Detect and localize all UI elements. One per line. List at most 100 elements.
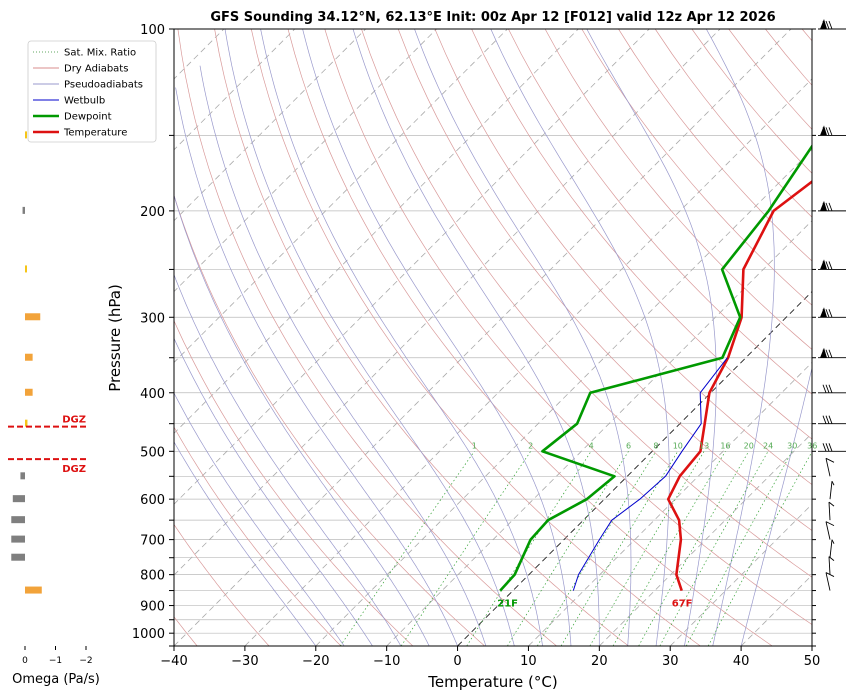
- wind-barb: [829, 539, 835, 558]
- dewpoint-line: [499, 143, 812, 592]
- mixing-ratio-label: 30: [787, 441, 797, 450]
- barb-staff: [829, 481, 833, 500]
- barb-pennant: [820, 200, 827, 211]
- omega-bar: [25, 131, 27, 139]
- barb-feather: [828, 261, 833, 270]
- mixing-ratio-line: [507, 451, 629, 646]
- omega-bar: [20, 472, 25, 480]
- barb-staff: [825, 572, 831, 591]
- barb-feather: [828, 202, 833, 212]
- barb-feather: [825, 443, 830, 452]
- y-tick-label: 900: [140, 600, 165, 615]
- isotherm: [669, 503, 812, 646]
- pseudoadiabat: [352, 29, 600, 646]
- omega-x-tick-label: −1: [49, 656, 62, 666]
- mixing-ratio-line: [400, 451, 531, 646]
- wind-barb: [818, 415, 846, 425]
- omega-bar: [25, 353, 33, 361]
- barb-feather: [825, 384, 830, 393]
- dry-adiabat: [434, 29, 812, 486]
- pseudoadiabat: [174, 273, 402, 646]
- mixing-ratio-label: 1: [472, 441, 477, 450]
- barb-feather: [828, 443, 833, 452]
- x-tick-label: 20: [591, 654, 608, 669]
- x-tick-label: 10: [520, 654, 537, 669]
- pseudoadiabat: [740, 366, 812, 646]
- plot-background: [174, 29, 812, 646]
- omega-bar: [25, 265, 27, 273]
- mixing-ratio-label: 2: [528, 441, 533, 450]
- mixing-ratio-label: 4: [589, 441, 594, 450]
- sounding-lines: [499, 143, 812, 592]
- omega-bar: [25, 419, 28, 427]
- wind-barb: [828, 556, 835, 575]
- wind-barb: [825, 572, 835, 591]
- barb-pennant: [820, 347, 827, 358]
- wind-barb: [829, 480, 835, 500]
- wind-barb: [818, 443, 846, 452]
- wetbulb-line: [572, 357, 728, 591]
- barb-flag: [825, 457, 835, 463]
- isotherm: [599, 432, 812, 646]
- legend-label: Dewpoint: [64, 112, 112, 123]
- pseudoadiabat: [302, 29, 572, 646]
- pseudoadiabat: [414, 29, 632, 646]
- dry-adiabat: [581, 29, 812, 306]
- barb-staff: [825, 521, 831, 540]
- legend-box: [27, 40, 157, 143]
- chart-title: GFS Sounding 34.12°N, 62.13°E Init: 00z …: [210, 10, 775, 25]
- isotherm: [174, 29, 792, 646]
- x-axis-label: Temperature (°C): [427, 673, 557, 691]
- barb-feather: [822, 443, 827, 452]
- barb-flag: [825, 521, 835, 527]
- isotherm: [244, 78, 812, 646]
- barb-feather: [822, 20, 827, 30]
- pseudoadiabat: [224, 29, 515, 646]
- isotherm: [528, 361, 812, 646]
- barb-flag: [831, 539, 835, 544]
- barb-feather: [825, 261, 830, 270]
- omega-x-tick-label: −2: [79, 656, 92, 666]
- y-tick-label: 1000: [132, 627, 165, 642]
- omega-bar: [11, 516, 25, 524]
- legend-label: Sat. Mix. Ratio: [64, 48, 136, 59]
- barb-staff: [829, 539, 833, 558]
- barb-feather: [822, 202, 827, 212]
- dry-adiabat: [174, 194, 485, 646]
- pseudoadiabat: [175, 87, 458, 646]
- wind-barb: [818, 384, 846, 394]
- y-tick-label: 100: [140, 23, 165, 38]
- barb-feather: [828, 415, 833, 424]
- x-tick-label: 50: [804, 654, 821, 669]
- pseudoadiabat: [490, 29, 670, 646]
- wind-barb: [825, 457, 835, 477]
- barb-feather: [828, 384, 833, 393]
- x-tick-label: 30: [662, 654, 679, 669]
- background-lines: [174, 29, 812, 646]
- mixing-ratio-line: [589, 451, 705, 646]
- y-tick-label: 600: [140, 493, 165, 508]
- dry-adiabat: [397, 29, 812, 531]
- barb-feather: [822, 309, 827, 318]
- surface-dewpoint-label: 21F: [497, 599, 518, 610]
- legend: Sat. Mix. Ratio Dry Adiabats Pseudoadiabat…: [27, 40, 157, 143]
- dgz-label: DGZ: [62, 464, 86, 475]
- legend-label: Pseudoadiabats: [64, 80, 143, 91]
- y-axis-label: Pressure (hPa): [106, 284, 124, 392]
- pseudoadiabat: [260, 29, 543, 646]
- isotherm: [315, 149, 812, 646]
- mixing-ratio-label: 6: [626, 441, 631, 450]
- barb-feather: [825, 415, 830, 424]
- wind-barb: [818, 200, 846, 212]
- dry-adiabat: [471, 29, 812, 440]
- y-axis: 100 200 300 400 500 600 700 800 900 1000: [132, 23, 816, 647]
- omega-x-axis: 0 −1 −2: [22, 646, 93, 666]
- omega-bar: [25, 388, 33, 396]
- omega-panel: DGZ DGZ 0 −1 −2 Omega (Pa/s): [8, 131, 100, 687]
- barb-feather: [825, 20, 830, 30]
- pseudoadiabat: [174, 194, 430, 646]
- omega-bar: [22, 206, 25, 214]
- barb-feather: [822, 349, 827, 358]
